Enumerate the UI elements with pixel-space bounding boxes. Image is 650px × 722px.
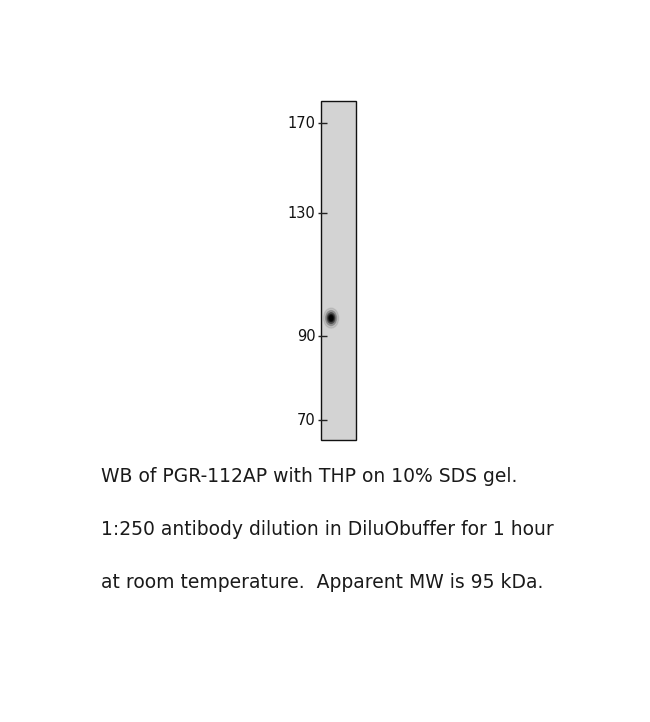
Text: 90: 90 [297, 329, 315, 344]
Text: 1:250 antibody dilution in DiluObuffer for 1 hour: 1:250 antibody dilution in DiluObuffer f… [101, 521, 554, 539]
Text: 170: 170 [287, 116, 315, 131]
Bar [320, 100, 356, 440]
Text: 70: 70 [297, 413, 315, 428]
Ellipse shape [324, 308, 339, 328]
Ellipse shape [328, 314, 334, 322]
Text: 130: 130 [288, 206, 315, 221]
Ellipse shape [330, 317, 332, 320]
Text: WB of PGR-112AP with THP on 10% SDS gel.: WB of PGR-112AP with THP on 10% SDS gel. [101, 467, 518, 487]
Text: at room temperature.  Apparent MW is 95 kDa.: at room temperature. Apparent MW is 95 k… [101, 573, 544, 592]
Ellipse shape [331, 318, 332, 319]
Ellipse shape [330, 316, 333, 321]
Ellipse shape [326, 310, 337, 326]
Ellipse shape [327, 313, 335, 323]
